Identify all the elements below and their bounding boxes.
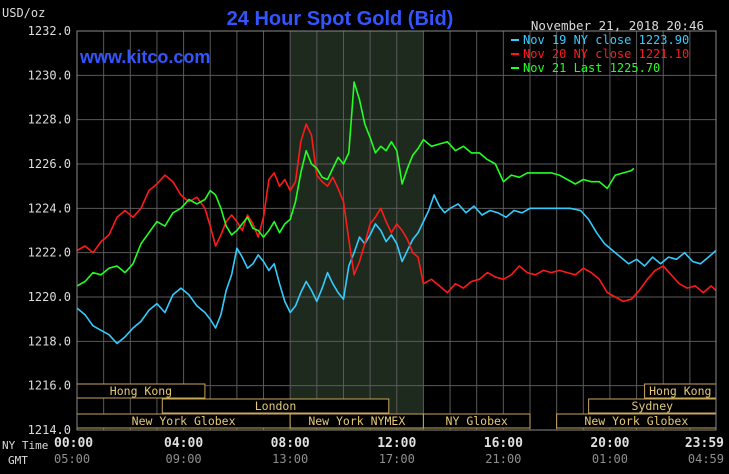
x-tick-ny: 16:00 — [484, 436, 523, 451]
plot-frame — [76, 30, 717, 431]
series-line-1 — [76, 194, 717, 345]
x-tick-gmt: 04:59 — [688, 452, 724, 466]
y-tick-label: 1226.0 — [28, 157, 71, 171]
y-tick-label: 1218.0 — [28, 334, 71, 348]
session-label: New York Globex — [132, 414, 236, 428]
x-tick-gmt: 17:00 — [379, 452, 415, 466]
session-label: NY Globex — [446, 414, 508, 428]
y-axis-tick-labels: 1232.0 1230.0 1228.0 1226.0 1224.0 1222.0 1220… — [28, 24, 71, 437]
y-tick-label: 1214.0 — [28, 423, 71, 437]
y-tick-label: 1220.0 — [28, 290, 71, 304]
y-tick-label: 1216.0 — [28, 379, 71, 393]
kitco-watermark: www.kitco.com — [79, 47, 210, 67]
legend-entry: Nov 20 NY close 1221.10 — [523, 47, 689, 61]
legend-entry: Nov 19 NY close 1223.90 — [523, 33, 689, 47]
series-line-2 — [76, 123, 717, 303]
x-tick-ny: 00:00 — [54, 436, 93, 451]
series-line-3 — [76, 81, 635, 287]
grid-lines — [76, 30, 717, 431]
x-tick-ny: 12:00 — [377, 436, 416, 451]
x-axis-tick-labels: 00:00 04:00 08:00 12:00 16:00 20:00 23:59 05:00… — [54, 436, 724, 466]
session-label: New York NYMEX — [308, 414, 405, 428]
y-tick-label: 1224.0 — [28, 201, 71, 215]
x-tick-ny: 04:00 — [164, 436, 203, 451]
y-axis-unit: USD/oz — [2, 6, 45, 20]
x-tick-gmt: 21:00 — [485, 452, 521, 466]
gmt-label: GMT — [8, 454, 28, 467]
ny-time-label: NY Time — [2, 439, 48, 452]
session-bar — [161, 398, 390, 414]
session-label: Hong Kong — [110, 384, 172, 398]
x-tick-gmt: 09:00 — [166, 452, 202, 466]
chart-date: November 21, 2018 20:46 — [531, 18, 704, 33]
x-tick-ny: 08:00 — [271, 436, 310, 451]
y-tick-label: 1232.0 — [28, 24, 71, 38]
chart-title: 24 Hour Spot Gold (Bid) — [227, 8, 454, 30]
session-bar — [422, 413, 531, 429]
x-tick-gmt: 05:00 — [54, 452, 90, 466]
session-label: Sydney — [632, 399, 674, 413]
price-series — [76, 81, 717, 345]
x-tick-ny: 23:59 — [685, 436, 724, 451]
legend-entry: Nov 21 Last 1225.70 — [523, 61, 660, 75]
session-label: New York Globex — [584, 414, 688, 428]
x-tick-gmt: 13:00 — [272, 452, 308, 466]
session-label: London — [255, 399, 297, 413]
x-tick-gmt: 01:00 — [592, 452, 628, 466]
session-label: Hong Kong — [649, 384, 711, 398]
x-tick-ny: 20:00 — [590, 436, 629, 451]
y-tick-label: 1230.0 — [28, 68, 71, 82]
y-tick-label: 1228.0 — [28, 113, 71, 127]
y-tick-label: 1222.0 — [28, 246, 71, 260]
